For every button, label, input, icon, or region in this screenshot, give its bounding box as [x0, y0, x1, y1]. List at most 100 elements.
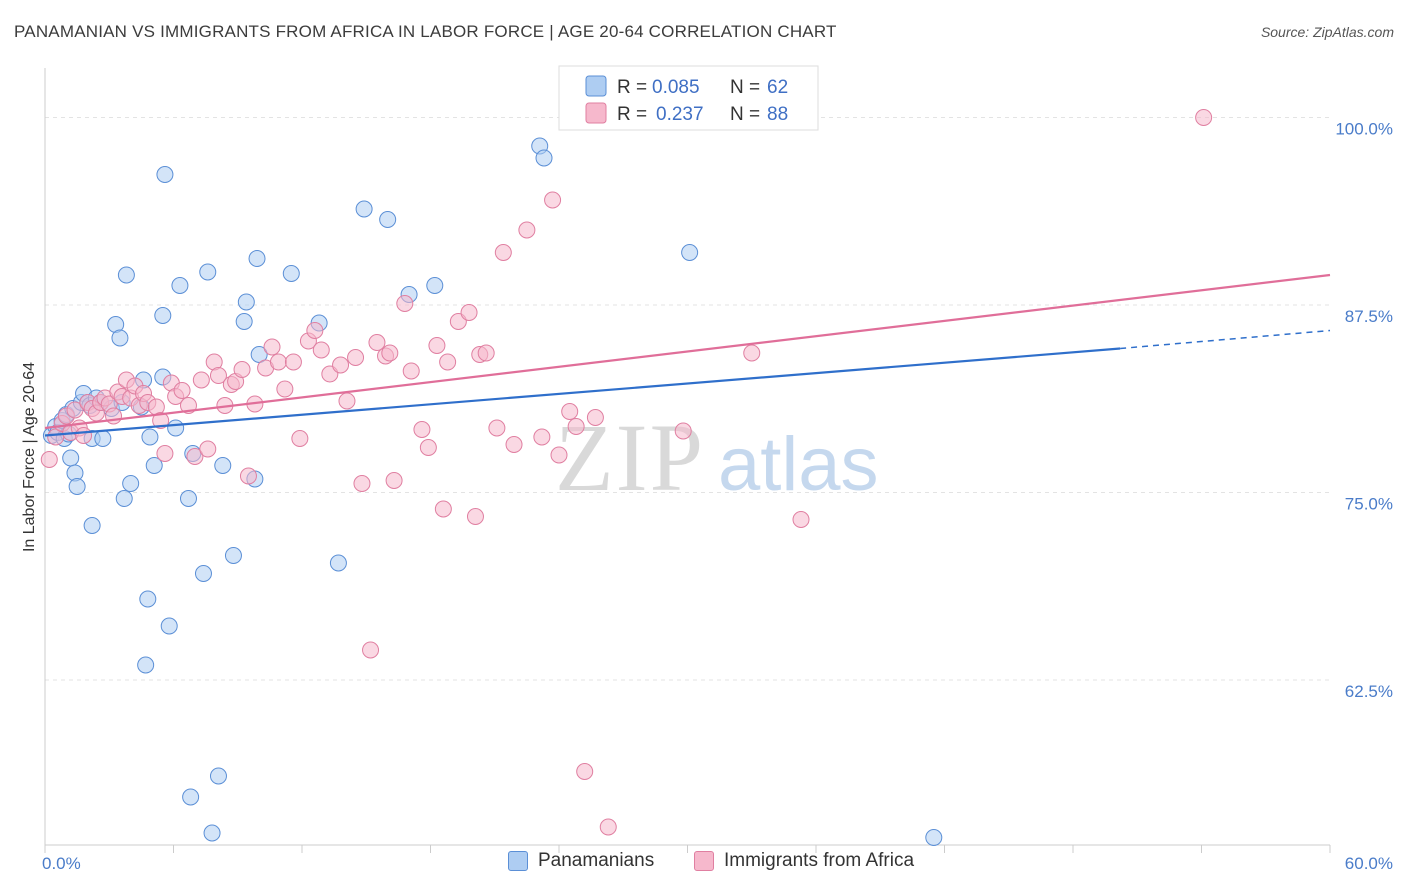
- legend-label-immigrants: Immigrants from Africa: [724, 850, 915, 871]
- data-point-panamanian: [237, 293, 255, 311]
- data-point-immigrant: [209, 367, 227, 384]
- data-point-immigrant: [674, 422, 692, 440]
- data-point-immigrant: [385, 472, 403, 489]
- data-point-panamanian: [139, 590, 157, 608]
- data-point-immigrant: [269, 353, 287, 371]
- legend-r-label: R =: [617, 77, 647, 98]
- y-tick-label: 100.0%: [1335, 120, 1393, 139]
- data-point-immigrant: [381, 344, 399, 362]
- data-point-panamanian: [137, 656, 155, 674]
- data-point-immigrant: [413, 421, 431, 438]
- series-immigrants-from-africa: [40, 107, 1213, 836]
- data-point-immigrant: [439, 353, 457, 371]
- data-point-immigrant: [561, 403, 579, 420]
- data-point-immigrant: [156, 445, 174, 462]
- data-point-panamanian: [154, 307, 172, 324]
- data-point-immigrant: [312, 341, 330, 359]
- data-point-immigrant: [505, 436, 523, 453]
- data-point-immigrant: [347, 349, 365, 366]
- data-point-panamanian: [182, 788, 200, 806]
- data-point-panamanian: [156, 166, 174, 183]
- data-point-immigrant: [362, 641, 380, 659]
- legend-n-label: N =: [730, 77, 760, 98]
- x-tick-label: 60.0%: [1345, 854, 1393, 873]
- swatch-pink: [694, 851, 714, 871]
- data-point-immigrant: [460, 304, 478, 321]
- legend-label-panamanians: Panamanians: [538, 850, 655, 871]
- data-point-immigrant: [419, 439, 437, 456]
- watermark-atlas: atlas: [718, 422, 879, 507]
- data-point-panamanian: [145, 457, 163, 474]
- data-point-panamanian: [94, 430, 112, 447]
- data-point-immigrant: [239, 467, 257, 485]
- bottom-legend: Panamanians Immigrants from Africa: [0, 850, 1406, 880]
- data-point-immigrant: [477, 344, 495, 362]
- data-point-panamanian: [203, 824, 221, 842]
- data-point-immigrant: [792, 511, 810, 528]
- data-point-immigrant: [186, 448, 204, 465]
- data-point-immigrant: [567, 418, 585, 435]
- data-point-immigrant: [576, 763, 594, 780]
- data-point-immigrant: [402, 362, 420, 380]
- data-point-immigrant: [518, 221, 536, 239]
- data-point-immigrant: [544, 191, 562, 209]
- data-point-immigrant: [233, 361, 251, 378]
- legend-item-immigrants: Immigrants from Africa: [694, 850, 914, 872]
- data-point-panamanian: [117, 266, 135, 284]
- data-point-immigrant: [533, 428, 551, 446]
- source-label: Source: ZipAtlas.com: [1260, 24, 1394, 40]
- data-point-immigrant: [466, 508, 484, 525]
- data-point-panamanian: [179, 490, 197, 507]
- data-point-immigrant: [550, 446, 568, 464]
- legend-r-value: 0.085: [652, 77, 700, 98]
- legend-swatch-blue: [585, 75, 607, 97]
- trend-lines: [44, 273, 1331, 437]
- data-point-immigrant: [396, 295, 414, 312]
- data-point-immigrant: [332, 356, 350, 374]
- data-point-immigrant: [368, 334, 386, 351]
- legend: R = 0.085 N = 62 R = 0.237 N = 88: [558, 65, 819, 131]
- trend-line-panamanians-extension: [1120, 329, 1331, 350]
- legend-n-label: N =: [730, 104, 760, 125]
- data-point-panamanian: [141, 428, 159, 446]
- data-point-panamanian: [214, 457, 232, 474]
- chart-title: PANAMANIAN VS IMMIGRANTS FROM AFRICA IN …: [14, 22, 837, 41]
- data-point-panamanian: [160, 617, 178, 635]
- grid: [45, 117, 1330, 681]
- x-tick-label: 0.0%: [42, 854, 81, 873]
- data-point-panamanian: [925, 829, 943, 846]
- data-point-immigrant: [263, 338, 281, 356]
- legend-n-value: 62: [767, 77, 788, 98]
- data-point-immigrant: [173, 382, 191, 399]
- data-point-panamanian: [355, 200, 373, 218]
- y-tick-label: 62.5%: [1345, 682, 1393, 701]
- data-point-immigrant: [66, 401, 84, 419]
- data-point-immigrant: [291, 430, 309, 447]
- data-point-panamanian: [111, 329, 129, 347]
- data-point-panamanian: [62, 449, 80, 467]
- data-point-panamanian: [235, 313, 253, 330]
- data-point-panamanian: [329, 554, 347, 572]
- y-tick-label: 87.5%: [1345, 307, 1393, 326]
- data-point-panamanian: [68, 478, 86, 495]
- y-tick-label: 75.0%: [1345, 495, 1393, 514]
- data-point-immigrant: [338, 392, 356, 410]
- data-point-immigrant: [284, 353, 302, 371]
- data-point-immigrant: [353, 475, 371, 492]
- y-axis-label: In Labor Force | Age 20-64: [21, 362, 38, 552]
- data-point-immigrant: [599, 818, 617, 836]
- data-point-immigrant: [586, 409, 604, 426]
- data-point-immigrant: [276, 380, 294, 398]
- data-point-immigrant: [488, 419, 506, 437]
- data-point-panamanian: [535, 149, 553, 167]
- data-point-panamanian: [122, 475, 140, 492]
- legend-n-value: 88: [767, 104, 788, 125]
- legend-r-label: R =: [617, 104, 647, 125]
- data-point-panamanian: [199, 263, 217, 281]
- data-point-panamanian: [209, 767, 227, 785]
- data-point-panamanian: [194, 565, 212, 582]
- data-point-immigrant: [743, 344, 761, 362]
- trend-line-immigrants: [44, 273, 1331, 430]
- data-point-immigrant: [1195, 109, 1213, 126]
